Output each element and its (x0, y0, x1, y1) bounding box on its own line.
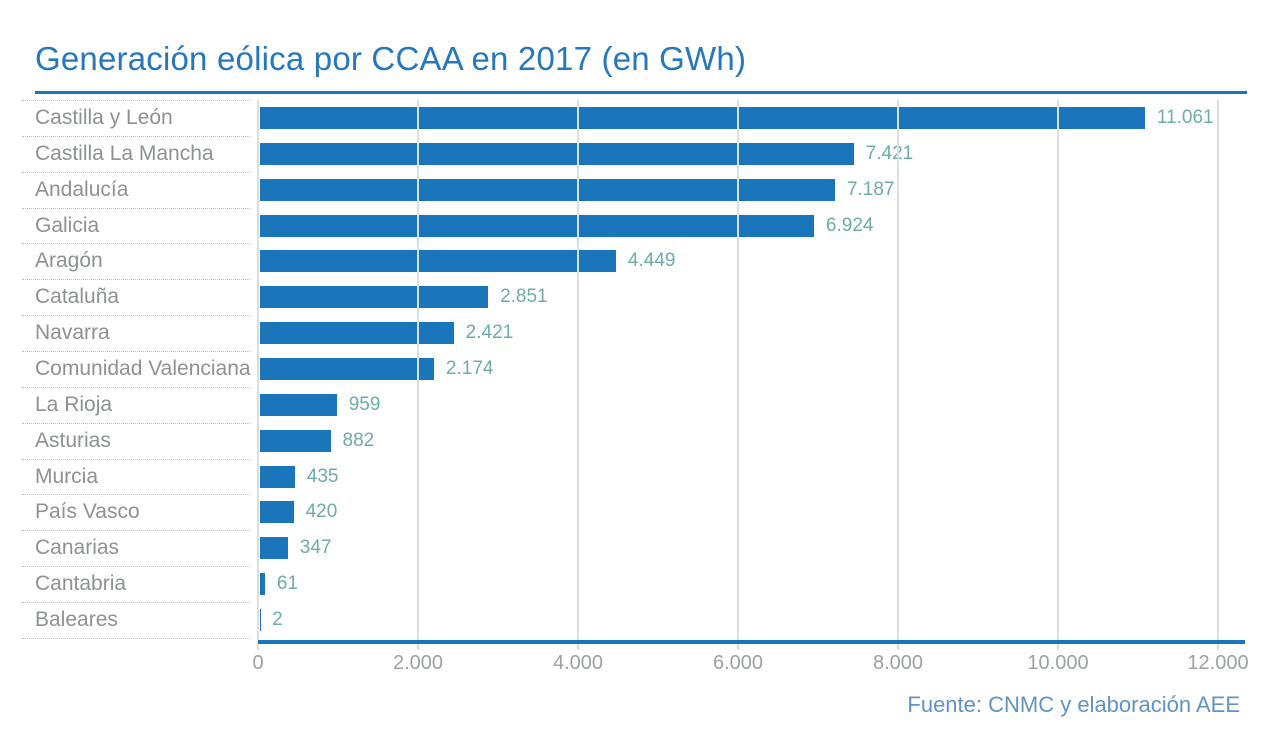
value-label: 2.421 (465, 322, 514, 344)
chart-row: Cantabria 61 (22, 566, 1245, 602)
bar (260, 429, 331, 452)
chart-row: Galicia 6.924 (22, 207, 1245, 244)
chart-row: Cataluña 2.851 (22, 279, 1245, 315)
bar-track: 11.061 (258, 100, 1218, 136)
value-label: 347 (299, 537, 332, 559)
category-label: Castilla La Mancha (35, 141, 214, 165)
bar-track: 7.421 (258, 136, 1218, 172)
x-tick-label: 4.000 (552, 652, 604, 674)
value-label: 2 (272, 608, 283, 630)
category-label: Cataluña (35, 285, 120, 309)
x-tick-label: 10.000 (1027, 652, 1089, 674)
bar-track: 61 (258, 566, 1218, 602)
x-tick-label: 6.000 (712, 652, 764, 674)
bar-track: 420 (258, 494, 1218, 530)
category-label: Baleares (35, 607, 118, 631)
bar-track: 2.421 (258, 315, 1218, 351)
x-tick-label: 2.000 (392, 652, 444, 674)
category-label: La Rioja (35, 392, 113, 416)
x-tick-label: 0 (252, 652, 264, 674)
bar-track: 435 (258, 459, 1218, 495)
chart-row: Asturias 882 (22, 422, 1245, 459)
x-tick-label: 8.000 (872, 652, 924, 674)
tick-mark (257, 644, 259, 650)
bar-track: 4.449 (258, 243, 1218, 279)
chart-row: Aragón 4.449 (22, 243, 1245, 279)
value-label: 2.174 (445, 357, 494, 379)
bar-track: 2 (258, 602, 1218, 638)
category-label: Asturias (35, 428, 111, 452)
category-label: Murcia (35, 464, 99, 488)
category-label: Comunidad Valenciana (35, 356, 251, 380)
chart-rows: Castilla y León 11.061 Castilla La Mancha 7… (22, 100, 1245, 639)
category-label: Aragón (35, 249, 103, 273)
bar-track: 7.187 (258, 172, 1218, 208)
tick-mark (577, 644, 579, 650)
chart-row: Andalucía 7.187 (22, 171, 1245, 208)
value-label: 959 (348, 393, 381, 415)
bar-track: 959 (258, 387, 1218, 423)
bar (260, 393, 337, 416)
bar (260, 142, 854, 165)
chart-row: La Rioja 959 (22, 386, 1245, 423)
category-label: Navarra (35, 321, 110, 345)
value-label: 420 (305, 501, 338, 523)
value-label: 7.187 (846, 178, 895, 200)
category-label: Canarias (35, 536, 120, 560)
bar (260, 178, 835, 201)
value-label: 435 (306, 465, 339, 487)
chart-row: Castilla La Mancha 7.421 (22, 135, 1245, 172)
category-label: Andalucía (35, 177, 129, 201)
value-label: 7.421 (865, 142, 914, 164)
chart-row: Baleares 2 (22, 602, 1245, 638)
bar-track: 347 (258, 530, 1218, 566)
bar (260, 357, 434, 380)
value-label: 882 (342, 429, 375, 451)
bar (260, 465, 295, 488)
value-label: 6.924 (825, 214, 874, 236)
bar (260, 106, 1145, 129)
tick-mark (1057, 644, 1059, 650)
bar (260, 537, 288, 560)
value-label: 4.449 (627, 250, 676, 272)
tick-mark (897, 644, 899, 650)
bar (260, 573, 265, 596)
value-label: 11.061 (1156, 106, 1214, 128)
bar (260, 286, 489, 309)
value-label: 61 (276, 573, 299, 595)
tick-mark (1217, 644, 1219, 650)
chart-row: Castilla y León 11.061 (22, 100, 1245, 136)
bar-track: 6.924 (258, 208, 1218, 244)
x-axis-line (258, 640, 1245, 644)
chart-row: Canarias 347 (22, 530, 1245, 566)
category-label: Galicia (35, 213, 100, 237)
source-note: Fuente: CNMC y elaboración AEE (907, 692, 1240, 717)
bar-track: 882 (258, 423, 1218, 459)
bar-track: 2.174 (258, 351, 1218, 387)
chart-row: Comunidad Valenciana 2.174 (22, 351, 1245, 387)
bar (260, 501, 294, 524)
x-tick-label: 12.000 (1187, 652, 1249, 674)
category-label: Castilla y León (35, 105, 173, 129)
value-label: 2.851 (500, 286, 548, 308)
bar (260, 214, 814, 237)
chart-title: Generación eólica por CCAA en 2017 (en G… (35, 40, 747, 77)
chart-row: Murcia 435 (22, 458, 1245, 495)
bar (260, 322, 454, 345)
tick-mark (737, 644, 739, 650)
category-label: Cantabria (35, 572, 127, 596)
bar-chart: Castilla y León 11.061 Castilla La Mancha 7… (22, 100, 1249, 720)
tick-mark (417, 644, 419, 650)
category-label: País Vasco (35, 500, 140, 524)
title-underline: Generación eólica por CCAA en 2017 (en G… (35, 40, 1247, 94)
chart-row: Navarra 2.421 (22, 315, 1245, 351)
bar (260, 250, 616, 273)
bar-track: 2.851 (258, 279, 1218, 315)
chart-row: País Vasco 420 (22, 494, 1245, 530)
